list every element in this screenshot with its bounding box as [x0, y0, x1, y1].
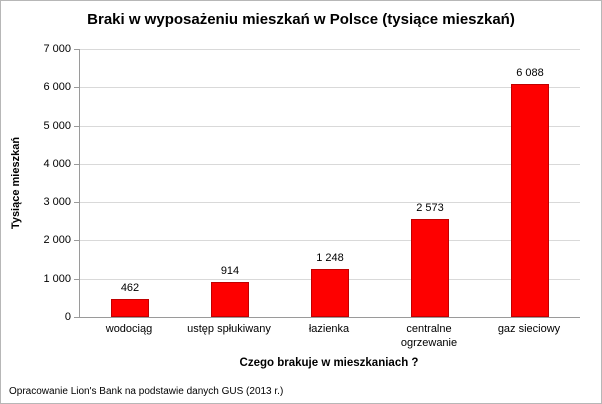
bar-value-label: 914	[220, 265, 240, 278]
gridline	[80, 87, 580, 89]
y-axis-tick-mark	[74, 278, 79, 280]
bar-value-label: 1 248	[316, 252, 344, 265]
bar-value-label: 6 088	[516, 66, 544, 79]
bar-value-label: 462	[120, 282, 140, 295]
source-note: Opracowanie Lion's Bank na podstawie dan…	[9, 386, 284, 397]
y-tick-label: 2 000	[43, 234, 71, 247]
chart-title: Braki w wyposażeniu mieszkań w Polsce (t…	[87, 11, 515, 28]
x-tick-label: wodociąg	[105, 323, 153, 335]
y-axis-tick-mark	[74, 240, 79, 242]
y-axis-tick-mark	[74, 317, 79, 318]
y-axis-tick-mark	[74, 163, 79, 165]
bar-value-label: 2 573	[416, 201, 444, 214]
y-tick-label: 4 000	[43, 157, 71, 170]
bar	[511, 83, 549, 317]
gridline	[80, 49, 580, 50]
gridline	[80, 125, 580, 127]
x-axis-title: Czego brakuje w mieszkaniach ?	[239, 357, 419, 369]
gridline	[80, 202, 580, 204]
bar	[411, 218, 449, 317]
plot-area: 462 914 1 248 2 573 6 088	[79, 49, 580, 318]
gridline	[80, 163, 580, 165]
y-axis-tick-mark	[74, 87, 79, 89]
y-tick-label: 1 000	[43, 272, 71, 285]
y-axis-tick-mark	[74, 49, 79, 50]
y-tick-label: 3 000	[43, 196, 71, 209]
bar	[211, 282, 249, 317]
y-tick-label: 0	[64, 311, 71, 323]
x-tick-label: gaz sieciowy	[497, 323, 561, 335]
y-tick-label: 6 000	[43, 81, 71, 94]
y-tick-label: 5 000	[43, 119, 71, 132]
y-tick-label: 7 000	[43, 43, 71, 55]
bar	[111, 299, 149, 317]
x-tick-label: ustęp spłukiwany	[187, 323, 271, 335]
bar	[311, 269, 349, 317]
x-tick-label: centralne ogrzewanie	[400, 323, 458, 349]
x-tick-label: łazienka	[308, 323, 350, 335]
y-axis-tick-mark	[74, 125, 79, 127]
y-axis-tick-mark	[74, 202, 79, 204]
gridline	[80, 240, 580, 242]
